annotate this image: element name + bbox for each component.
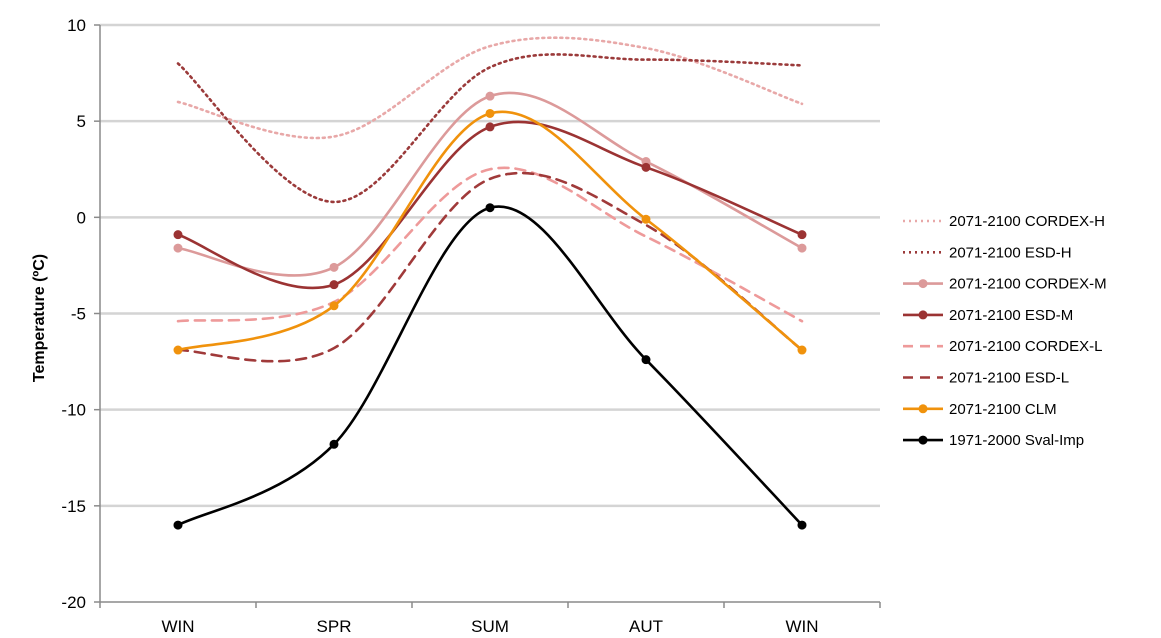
legend-item: 2071-2100 CORDEX-M <box>903 276 1107 293</box>
series-line <box>176 205 804 527</box>
series-point <box>797 520 807 530</box>
legend-label: 2071-2100 CORDEX-L <box>949 338 1102 355</box>
series-line <box>176 166 804 323</box>
legend-item: 2071-2100 CLM <box>903 401 1057 418</box>
y-tick-label: 5 <box>77 112 86 131</box>
y-tick-label: -20 <box>61 593 86 612</box>
legend-marker <box>918 310 928 320</box>
series-lines <box>173 36 807 530</box>
legend-label: 1971-2000 Sval-Imp <box>949 432 1084 449</box>
y-tick-label: -15 <box>61 497 86 516</box>
series-point <box>173 230 183 240</box>
y-tick-label: -5 <box>71 305 86 324</box>
x-tick-label: AUT <box>629 617 663 636</box>
legend-item: 2071-2100 ESD-H <box>903 244 1072 261</box>
series-line <box>176 171 804 363</box>
legend-item: 1971-2000 Sval-Imp <box>903 432 1084 449</box>
series-point <box>173 520 183 530</box>
series-point <box>641 162 651 172</box>
legend-item: 2071-2100 CORDEX-L <box>903 338 1102 355</box>
y-tick-label: -10 <box>61 401 86 420</box>
legend-label: 2071-2100 CORDEX-H <box>949 213 1105 230</box>
y-tick-labels: 10 5 0 -5 -10 -15 -20 <box>61 16 86 612</box>
series-point <box>797 230 807 240</box>
axes <box>94 24 881 608</box>
legend-label: 2071-2100 ESD-M <box>949 307 1073 324</box>
series-point <box>173 243 183 253</box>
legend-label: 2071-2100 ESD-L <box>949 370 1069 387</box>
legend-item: 2071-2100 ESD-L <box>903 370 1069 387</box>
series-line <box>176 53 804 204</box>
series-point <box>485 122 495 132</box>
legend-item: 2071-2100 CORDEX-H <box>903 213 1105 230</box>
series-point <box>797 345 807 355</box>
series-point <box>329 301 339 311</box>
series-line <box>176 36 804 140</box>
legend: 2071-2100 CORDEX-H 2071-2100 ESD-H 2071-21… <box>903 213 1107 449</box>
legend-label: 2071-2100 CORDEX-M <box>949 276 1107 293</box>
series-point <box>485 108 495 118</box>
series-point <box>641 355 651 365</box>
x-tick-label: WIN <box>785 617 818 636</box>
x-tick-label: SPR <box>317 617 352 636</box>
series-point <box>173 345 183 355</box>
series-point <box>485 203 495 213</box>
legend-marker <box>918 435 928 445</box>
x-tick-label: SUM <box>471 617 509 636</box>
series-point <box>797 243 807 253</box>
y-axis-label: Temperature (ºC) <box>31 254 48 382</box>
legend-item: 2071-2100 ESD-M <box>903 307 1073 324</box>
y-tick-label: 10 <box>67 16 86 35</box>
series-point <box>329 262 339 272</box>
series-point <box>329 280 339 290</box>
legend-marker <box>918 404 928 414</box>
x-tick-labels: WIN SPR SUM AUT WIN <box>161 617 818 636</box>
series-point <box>485 91 495 101</box>
series-point <box>641 214 651 224</box>
legend-label: 2071-2100 CLM <box>949 401 1057 418</box>
legend-marker <box>918 279 928 289</box>
x-tick-label: WIN <box>161 617 194 636</box>
series-point <box>329 439 339 449</box>
legend-label: 2071-2100 ESD-H <box>949 244 1072 261</box>
y-tick-label: 0 <box>77 208 86 227</box>
